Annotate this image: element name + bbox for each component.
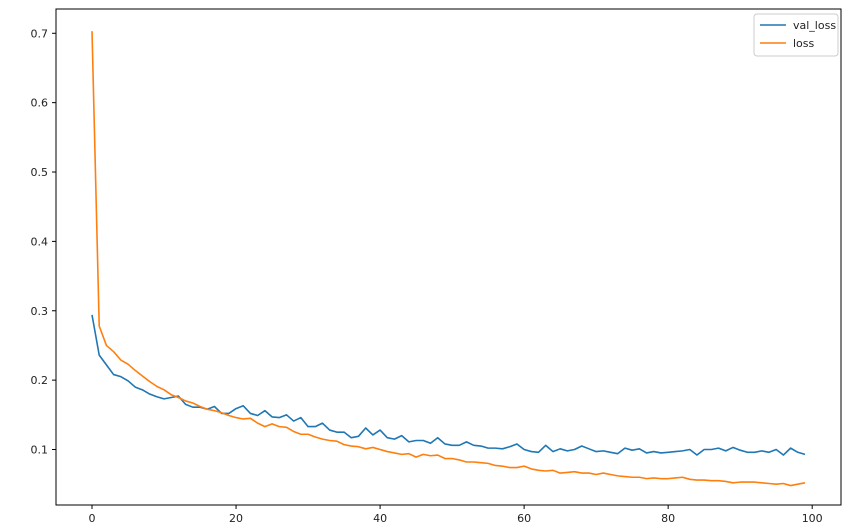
y-tick-label: 0.3 (31, 305, 49, 318)
y-tick-label: 0.1 (31, 444, 49, 457)
axes-frame (55, 8, 842, 506)
x-tick-label: 60 (517, 512, 531, 525)
series-line-loss (91, 31, 806, 487)
x-tick-label: 80 (661, 512, 675, 525)
legend-label-loss: loss (793, 37, 815, 50)
y-tick-label: 0.6 (31, 97, 49, 110)
series-layer (91, 31, 806, 487)
x-tick-label: 100 (802, 512, 823, 525)
legend-label-val-loss: val_loss (793, 19, 836, 32)
legend: val_loss loss (753, 13, 839, 57)
x-axis-ticks: 0 20 40 60 80 100 (89, 505, 823, 525)
y-tick-label: 0.2 (31, 374, 49, 387)
y-axis-ticks: 0.1 0.2 0.3 0.4 0.5 0.6 0.7 (31, 27, 56, 457)
y-tick-label: 0.7 (31, 27, 49, 40)
plot-area (56, 9, 841, 505)
axes-layer (55, 8, 842, 506)
x-tick-label: 40 (373, 512, 387, 525)
x-tick-label: 0 (89, 512, 96, 525)
series-line-val-loss (91, 314, 806, 456)
y-tick-label: 0.4 (31, 235, 49, 248)
x-tick-label: 20 (229, 512, 243, 525)
y-tick-label: 0.5 (31, 166, 49, 179)
